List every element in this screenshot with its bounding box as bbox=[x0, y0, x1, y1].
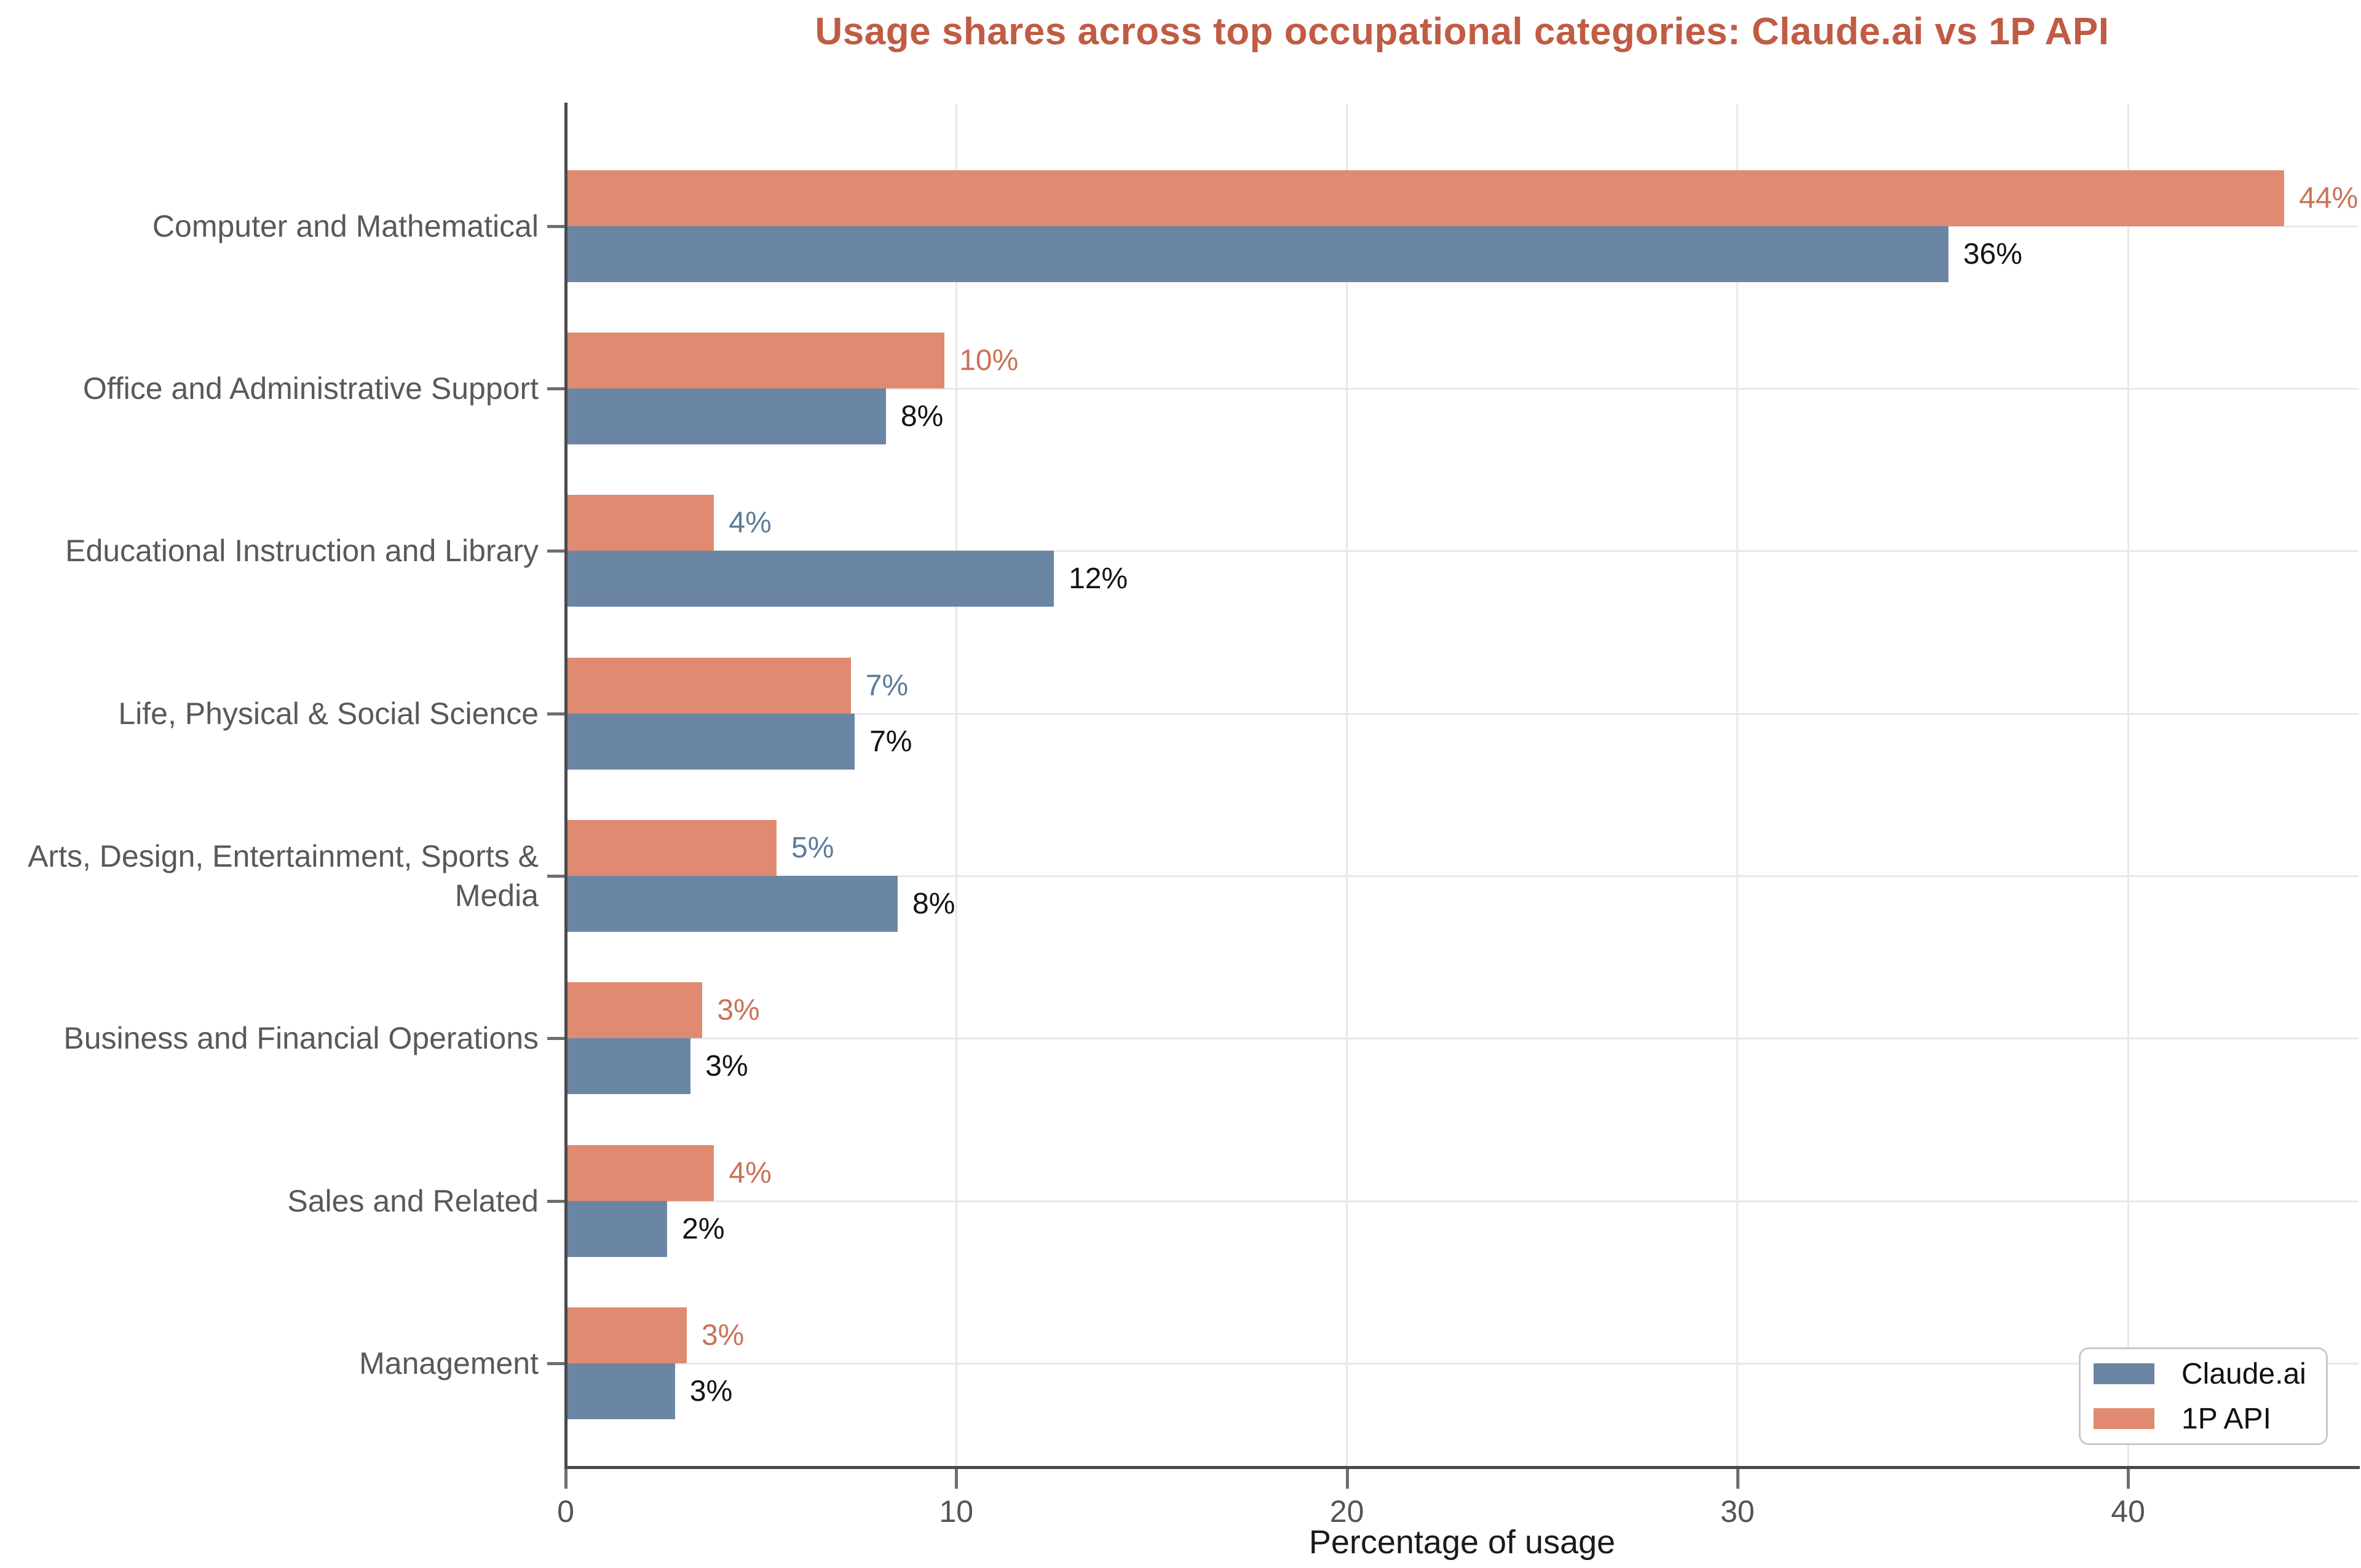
x-tick-label: 0 bbox=[557, 1494, 574, 1529]
gridline-y-4 bbox=[566, 875, 2359, 877]
gridline-x-20 bbox=[1346, 104, 1348, 1466]
value-label-1p-api: 3% bbox=[717, 994, 760, 1026]
legend-label-claude: Claude.ai bbox=[2181, 1357, 2306, 1390]
value-label-claude-ai: 3% bbox=[689, 1375, 733, 1408]
y-tick-mark bbox=[547, 1362, 564, 1365]
y-tick-mark bbox=[547, 550, 564, 553]
x-tick-mark bbox=[564, 1469, 568, 1489]
category-label: Office and Administrative Support bbox=[82, 371, 539, 406]
gridline-y-3 bbox=[566, 712, 2359, 715]
value-label-claude-ai: 36% bbox=[1963, 238, 2023, 270]
bar-claude-ai bbox=[566, 1363, 675, 1419]
value-label-1p-api: 10% bbox=[959, 344, 1019, 377]
category-label: Business and Financial Operations bbox=[63, 1021, 539, 1055]
bar-claude-ai bbox=[566, 1201, 668, 1257]
x-tick-mark bbox=[1345, 1469, 1349, 1489]
bar-claude-ai bbox=[566, 388, 886, 444]
legend-label-api: 1P API bbox=[2181, 1402, 2271, 1435]
category-label: Educational Instruction and Library bbox=[65, 534, 539, 568]
bar-claude-ai bbox=[566, 1038, 691, 1094]
x-tick-label: 40 bbox=[2111, 1494, 2145, 1529]
value-label-claude-ai: 2% bbox=[682, 1213, 725, 1245]
bar-1p-api bbox=[566, 658, 851, 714]
gridline-x-10 bbox=[955, 104, 957, 1466]
value-label-1p-api: 7% bbox=[865, 669, 909, 702]
x-tick-label: 30 bbox=[1720, 1494, 1755, 1529]
legend-row-api: 1P API bbox=[2094, 1402, 2326, 1436]
y-axis-spine bbox=[564, 103, 568, 1468]
bar-1p-api bbox=[566, 1307, 687, 1363]
y-tick-mark bbox=[547, 1200, 564, 1203]
bar-claude-ai bbox=[566, 226, 1948, 282]
bar-claude-ai bbox=[566, 714, 855, 770]
value-label-claude-ai: 12% bbox=[1069, 562, 1128, 595]
legend-row-claude: Claude.ai bbox=[2094, 1357, 2326, 1391]
category-label: Management bbox=[359, 1346, 539, 1381]
gridline-x-40 bbox=[2127, 104, 2129, 1466]
bar-1p-api bbox=[566, 170, 2285, 226]
category-label: Computer and Mathematical bbox=[152, 209, 539, 243]
gridline-y-5 bbox=[566, 1037, 2359, 1039]
value-label-1p-api: 3% bbox=[701, 1319, 745, 1352]
y-tick-mark bbox=[547, 712, 564, 715]
value-label-claude-ai: 8% bbox=[912, 888, 955, 920]
category-label: Life, Physical & Social Science bbox=[118, 696, 539, 731]
value-label-claude-ai: 8% bbox=[900, 400, 944, 433]
bar-1p-api bbox=[566, 495, 714, 551]
x-tick-mark bbox=[955, 1469, 959, 1489]
gridline-y-7 bbox=[566, 1362, 2359, 1365]
bar-1p-api bbox=[566, 820, 777, 876]
category-label: Sales and Related bbox=[287, 1184, 539, 1218]
x-tick-label: 20 bbox=[1329, 1494, 1364, 1529]
y-tick-mark bbox=[547, 875, 564, 878]
y-tick-mark bbox=[547, 225, 564, 228]
legend-swatch-claude-icon bbox=[2094, 1363, 2154, 1384]
bar-claude-ai bbox=[566, 551, 1054, 607]
value-label-1p-api: 4% bbox=[729, 1157, 772, 1189]
x-tick-mark bbox=[1736, 1469, 1739, 1489]
x-axis-label: Percentage of usage bbox=[1308, 1524, 1616, 1561]
x-tick-mark bbox=[2127, 1469, 2130, 1489]
category-label: Arts, Design, Entertainment, Sports & Me… bbox=[28, 839, 539, 913]
legend-swatch-api-icon bbox=[2094, 1408, 2154, 1429]
value-label-1p-api: 4% bbox=[729, 506, 772, 539]
value-label-claude-ai: 3% bbox=[705, 1050, 748, 1082]
y-tick-mark bbox=[547, 387, 564, 390]
x-tick-label: 10 bbox=[939, 1494, 974, 1529]
value-label-1p-api: 44% bbox=[2299, 182, 2359, 215]
gridline-y-2 bbox=[566, 550, 2359, 552]
bar-1p-api bbox=[566, 1145, 714, 1201]
plot-area: 44% 36% 10% 8% 4% 12% 7% 7% 5% 8% 3% 3% 4% 2% 3% 3% bbox=[566, 104, 2359, 1466]
x-axis-spine bbox=[564, 1466, 2360, 1469]
value-label-1p-api: 5% bbox=[791, 832, 834, 864]
bar-1p-api bbox=[566, 333, 945, 388]
y-tick-mark bbox=[547, 1037, 564, 1040]
value-label-claude-ai: 7% bbox=[869, 725, 912, 758]
chart-title: Usage shares across top occupational cat… bbox=[815, 10, 2110, 53]
gridline-x-30 bbox=[1736, 104, 1739, 1466]
gridline-y-1 bbox=[566, 387, 2359, 390]
legend: Claude.ai 1P API bbox=[2079, 1347, 2328, 1445]
gridline-y-6 bbox=[566, 1200, 2359, 1202]
bar-claude-ai bbox=[566, 876, 898, 932]
bar-1p-api bbox=[566, 982, 703, 1038]
